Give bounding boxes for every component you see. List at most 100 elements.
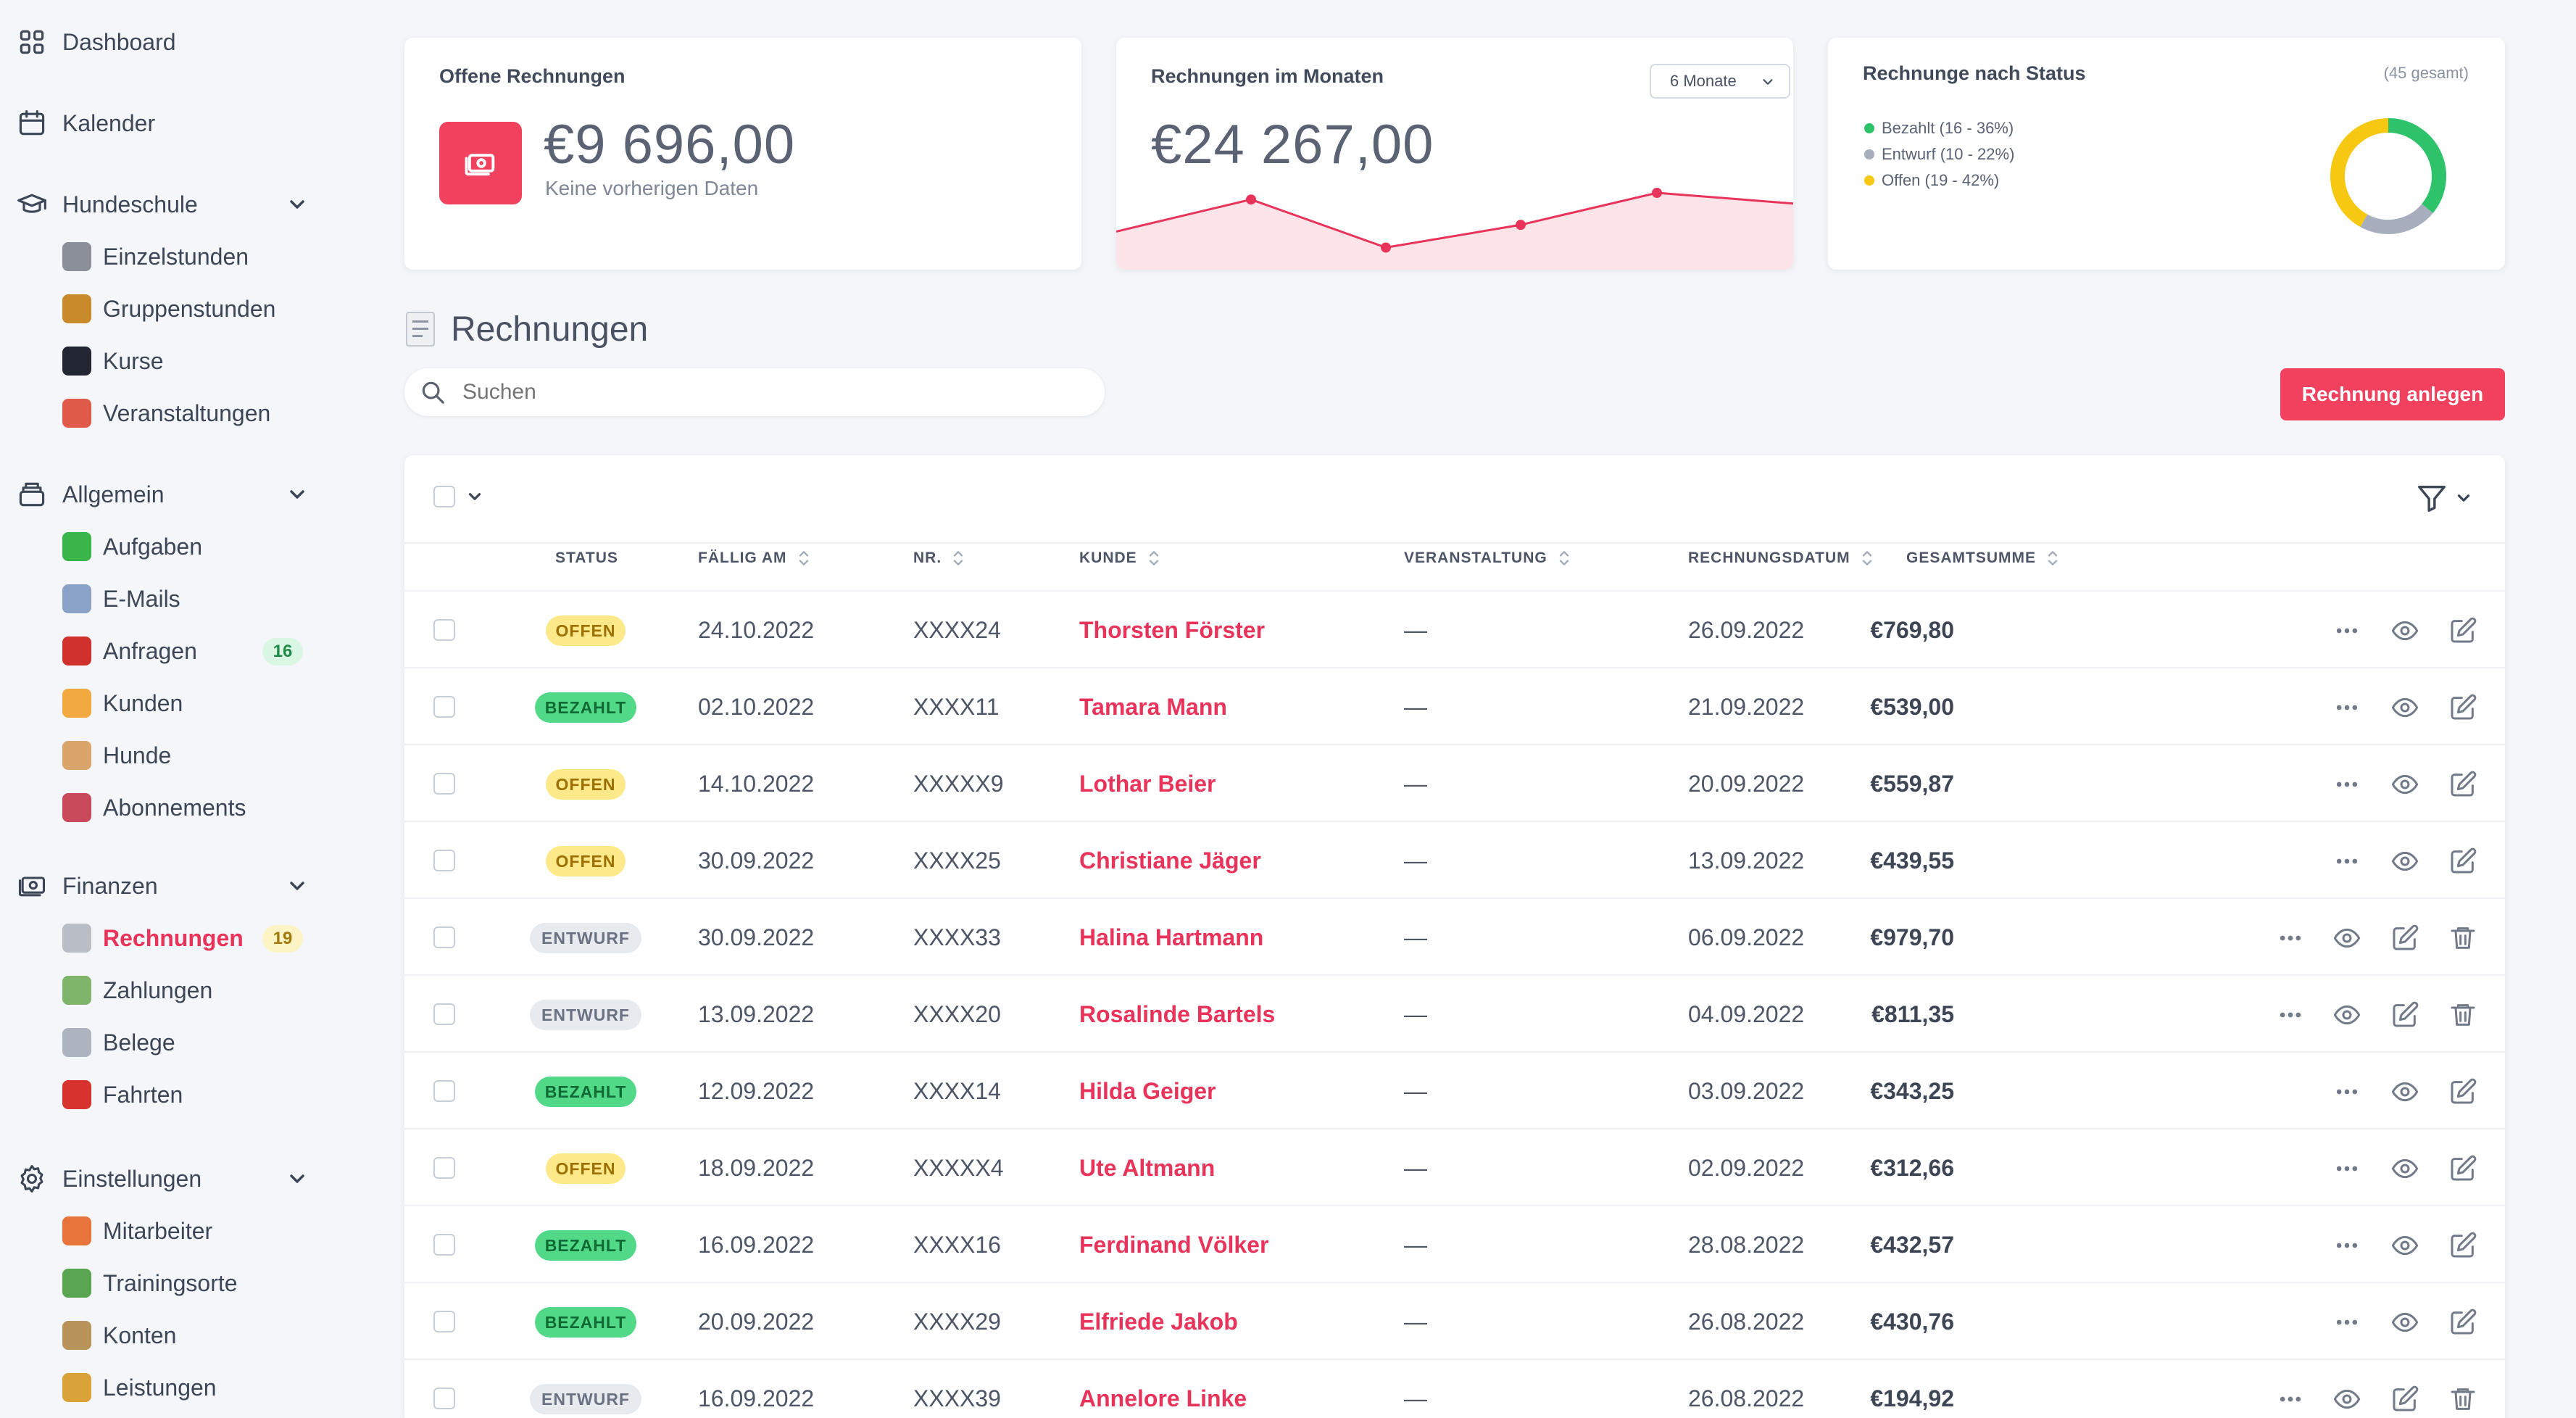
customer-link[interactable]: Ferdinand Völker	[1079, 1231, 1269, 1258]
row-checkbox[interactable]	[433, 696, 455, 718]
customer-link[interactable]: Lothar Beier	[1079, 770, 1216, 797]
more-actions-icon[interactable]	[2276, 1000, 2305, 1029]
eye-icon[interactable]	[2390, 847, 2419, 876]
customer-link[interactable]: Thorsten Förster	[1079, 616, 1266, 643]
eye-icon[interactable]	[2332, 924, 2361, 953]
sidebar-item-leistungen[interactable]: Leistungen	[0, 1361, 333, 1414]
edit-icon[interactable]	[2448, 693, 2477, 722]
edit-icon[interactable]	[2448, 1154, 2477, 1183]
eye-icon[interactable]	[2390, 616, 2419, 645]
sidebar-item-gruppenstunden[interactable]: Gruppenstunden	[0, 283, 333, 335]
more-actions-icon[interactable]	[2332, 770, 2361, 799]
edit-icon[interactable]	[2448, 1231, 2477, 1260]
sort-icon[interactable]	[797, 549, 810, 568]
sidebar-item-aufgaben[interactable]: Aufgaben	[0, 521, 333, 573]
sidebar-item-konten[interactable]: Konten	[0, 1309, 333, 1361]
sidebar-group-kalender[interactable]: Kalender	[0, 97, 333, 149]
create-invoice-button[interactable]: Rechnung anlegen	[2280, 368, 2505, 420]
sidebar-item-einzelstunden[interactable]: Einzelstunden	[0, 231, 333, 283]
edit-icon[interactable]	[2448, 847, 2477, 876]
column-header-fällig-am[interactable]: FÄLLIG AM	[698, 550, 810, 567]
sort-icon[interactable]	[952, 549, 965, 568]
customer-link[interactable]: Halina Hartmann	[1079, 924, 1264, 950]
sidebar-item-veranstaltungen[interactable]: Veranstaltungen	[0, 387, 333, 439]
table-row[interactable]: BEZAHLT 02.10.2022 XXXX11 Tamara Mann — …	[404, 667, 2505, 744]
filter-icon[interactable]	[2415, 481, 2448, 515]
more-actions-icon[interactable]	[2332, 1308, 2361, 1337]
more-actions-icon[interactable]	[2276, 1385, 2305, 1414]
column-header-nr-[interactable]: NR.	[913, 550, 965, 567]
sidebar-item-fahrten[interactable]: Fahrten	[0, 1069, 333, 1121]
more-actions-icon[interactable]	[2332, 693, 2361, 722]
more-actions-icon[interactable]	[2332, 1077, 2361, 1106]
more-actions-icon[interactable]	[2332, 616, 2361, 645]
eye-icon[interactable]	[2390, 1154, 2419, 1183]
edit-icon[interactable]	[2390, 924, 2419, 953]
table-row[interactable]: OFFEN 24.10.2022 XXXX24 Thorsten Förster…	[404, 590, 2505, 667]
table-row[interactable]: BEZAHLT 12.09.2022 XXXX14 Hilda Geiger —…	[404, 1051, 2505, 1128]
edit-icon[interactable]	[2448, 616, 2477, 645]
trash-icon[interactable]	[2448, 924, 2477, 953]
more-actions-icon[interactable]	[2276, 924, 2305, 953]
sidebar-group-hundeschule[interactable]: Hundeschule	[0, 178, 333, 231]
trash-icon[interactable]	[2448, 1385, 2477, 1414]
trash-icon[interactable]	[2448, 1000, 2477, 1029]
customer-link[interactable]: Christiane Jäger	[1079, 847, 1261, 874]
customer-link[interactable]: Elfriede Jakob	[1079, 1308, 1238, 1335]
chevron-down-icon[interactable]	[286, 193, 309, 216]
sort-icon[interactable]	[1558, 549, 1571, 568]
row-checkbox[interactable]	[433, 926, 455, 948]
sidebar-item-abonnements[interactable]: Abonnements	[0, 781, 333, 834]
customer-link[interactable]: Tamara Mann	[1079, 693, 1227, 720]
more-actions-icon[interactable]	[2332, 847, 2361, 876]
eye-icon[interactable]	[2332, 1000, 2361, 1029]
sidebar-item-anfragen[interactable]: Anfragen 16	[0, 625, 333, 677]
customer-link[interactable]: Ute Altmann	[1079, 1154, 1216, 1181]
sidebar-item-e-mails[interactable]: E-Mails	[0, 573, 333, 625]
row-checkbox[interactable]	[433, 850, 455, 871]
table-row[interactable]: ENTWURF 16.09.2022 XXXX39 Annelore Linke…	[404, 1359, 2505, 1418]
table-row[interactable]: ENTWURF 13.09.2022 XXXX20 Rosalinde Bart…	[404, 974, 2505, 1051]
table-row[interactable]: ENTWURF 30.09.2022 XXXX33 Halina Hartman…	[404, 897, 2505, 974]
edit-icon[interactable]	[2390, 1385, 2419, 1414]
eye-icon[interactable]	[2390, 1308, 2419, 1337]
sidebar-group-allgemein[interactable]: Allgemein	[0, 468, 333, 521]
sidebar-item-kunden[interactable]: Kunden	[0, 677, 333, 729]
chevron-down-icon[interactable]	[465, 487, 484, 506]
chevron-down-icon[interactable]	[2454, 489, 2473, 507]
sidebar-item-rechnungen[interactable]: Rechnungen 19	[0, 912, 333, 964]
search-input[interactable]	[462, 380, 1071, 405]
table-row[interactable]: OFFEN 18.09.2022 XXXXX4 Ute Altmann — 02…	[404, 1128, 2505, 1205]
column-header-veranstaltung[interactable]: VERANSTALTUNG	[1404, 550, 1571, 567]
table-row[interactable]: BEZAHLT 20.09.2022 XXXX29 Elfriede Jakob…	[404, 1282, 2505, 1359]
row-checkbox[interactable]	[433, 619, 455, 641]
select-all-checkbox[interactable]	[433, 486, 455, 507]
row-checkbox[interactable]	[433, 1311, 455, 1332]
row-checkbox[interactable]	[433, 773, 455, 795]
sidebar-group-dashboard[interactable]: Dashboard	[0, 16, 333, 68]
customer-link[interactable]: Hilda Geiger	[1079, 1077, 1216, 1104]
table-row[interactable]: OFFEN 30.09.2022 XXXX25 Christiane Jäger…	[404, 821, 2505, 897]
column-header-kunde[interactable]: KUNDE	[1079, 550, 1160, 567]
sidebar-item-zahlungen[interactable]: Zahlungen	[0, 964, 333, 1016]
eye-icon[interactable]	[2390, 1077, 2419, 1106]
row-checkbox[interactable]	[433, 1234, 455, 1256]
more-actions-icon[interactable]	[2332, 1154, 2361, 1183]
eye-icon[interactable]	[2390, 693, 2419, 722]
customer-link[interactable]: Rosalinde Bartels	[1079, 1000, 1276, 1027]
eye-icon[interactable]	[2390, 1231, 2419, 1260]
sidebar-item-kurse[interactable]: Kurse	[0, 335, 333, 387]
column-header-gesamtsumme[interactable]: GESAMTSUMME	[1906, 550, 2059, 567]
edit-icon[interactable]	[2448, 1077, 2477, 1106]
row-checkbox[interactable]	[433, 1080, 455, 1102]
sort-icon[interactable]	[1861, 549, 1874, 568]
sidebar-group-einstellungen[interactable]: Einstellungen	[0, 1153, 333, 1205]
search-box[interactable]	[404, 368, 1105, 416]
row-checkbox[interactable]	[433, 1388, 455, 1409]
row-checkbox[interactable]	[433, 1157, 455, 1179]
eye-icon[interactable]	[2332, 1385, 2361, 1414]
sidebar-item-trainingsorte[interactable]: Trainingsorte	[0, 1257, 333, 1309]
customer-link[interactable]: Annelore Linke	[1079, 1385, 1247, 1411]
edit-icon[interactable]	[2448, 1308, 2477, 1337]
column-header-rechnungsdatum[interactable]: RECHNUNGSDATUM	[1688, 550, 1874, 567]
